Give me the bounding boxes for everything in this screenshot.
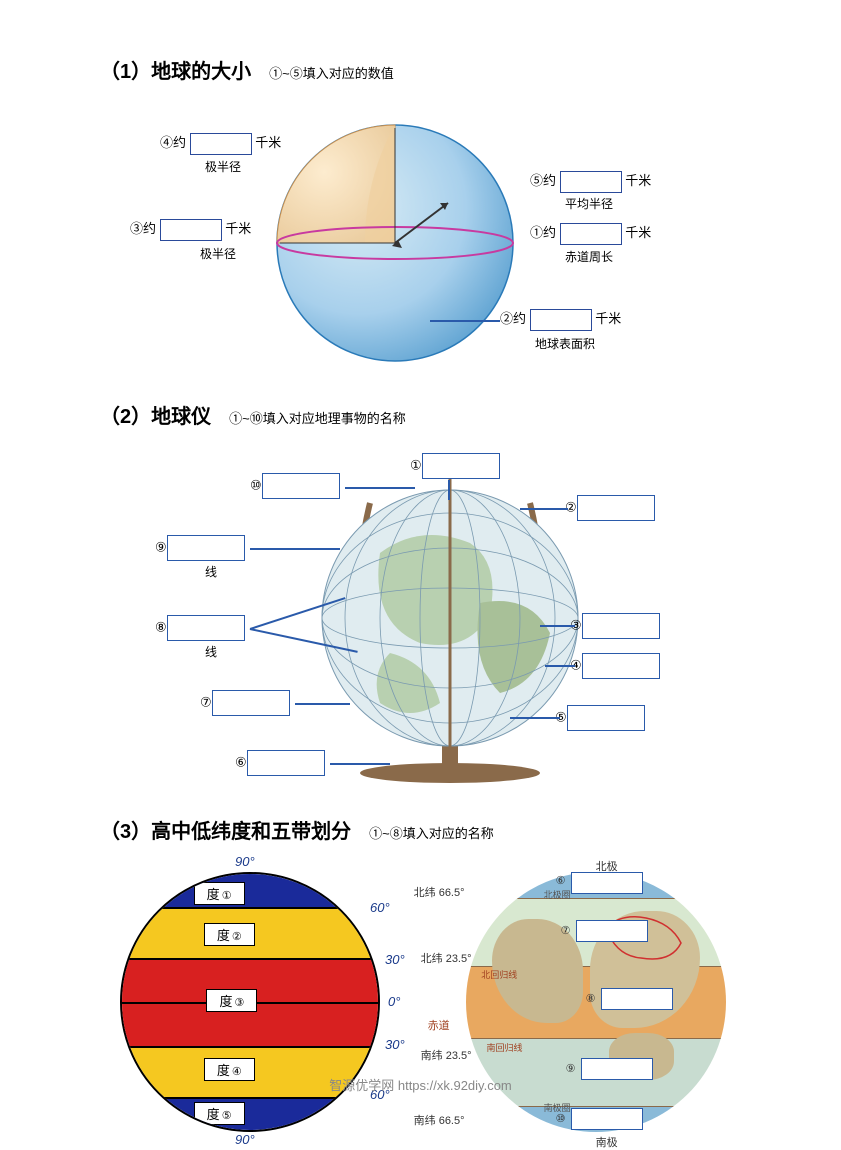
- zone-blank-10[interactable]: [571, 1108, 643, 1130]
- section3-body: 度① 度② 度③ 度④ 度⑤ 90° 60° 30° 0° 30° 60: [100, 862, 751, 1142]
- blank2-5[interactable]: [567, 705, 645, 731]
- blank-5[interactable]: [560, 171, 622, 193]
- cancer-deg: 北纬 23.5°: [421, 950, 472, 966]
- leader-2: [430, 320, 500, 322]
- zone-blank-8[interactable]: [601, 988, 673, 1010]
- deg-30b: 30°: [385, 1037, 405, 1052]
- arctic-circle-inner: 北极圈: [544, 888, 571, 901]
- band-high-s: [122, 1097, 378, 1130]
- band-label-3: 度③: [206, 989, 257, 1012]
- label-5-sub: 平均半径: [565, 195, 613, 212]
- marker-4: ④: [570, 653, 660, 679]
- south-pole-label: 南极: [596, 1134, 618, 1150]
- zone-num-6: ⑥: [556, 874, 566, 887]
- blank2-1[interactable]: [422, 453, 500, 479]
- globe1-svg: [270, 118, 520, 368]
- sec1-title-text: （1）地球的大小: [100, 55, 251, 84]
- label-1-sub: 赤道周长: [565, 248, 613, 265]
- cancer-inner: 北回归线: [481, 968, 517, 981]
- antarctic-deg: 南纬 66.5°: [414, 1112, 465, 1128]
- capricorn-deg: 南纬 23.5°: [421, 1047, 472, 1063]
- marker-7: ⑦: [200, 690, 290, 716]
- blank2-2[interactable]: [577, 495, 655, 521]
- label-4-sub: 极半径: [205, 158, 241, 175]
- blank-1[interactable]: [560, 223, 622, 245]
- capricorn-inner: 南回归线: [486, 1041, 522, 1054]
- sec2-instruction: ①~⑩填入对应地理事物的名称: [229, 408, 406, 427]
- label-4: ④约 千米: [160, 132, 281, 155]
- blank-3[interactable]: [160, 219, 222, 241]
- blank2-6[interactable]: [247, 750, 325, 776]
- zone-num-7: ⑦: [561, 924, 571, 937]
- blank2-10[interactable]: [262, 473, 340, 499]
- label-3: ③约 千米: [130, 218, 251, 241]
- section3-title: （3）高中低纬度和五带划分 ①~⑧填入对应的名称: [100, 815, 751, 844]
- marker-2: ②: [565, 495, 655, 521]
- marker-10: ⑩: [250, 473, 340, 499]
- deg-90b: 90°: [235, 1132, 255, 1147]
- blank2-9[interactable]: [167, 535, 245, 561]
- marker-8-suffix: 线: [205, 643, 217, 660]
- section2-diagram: ① ⑩ ② ⑨ 线 ⑧ 线 ③ ④ ⑦: [100, 435, 751, 815]
- sec2-title-text: （2）地球仪: [100, 400, 211, 429]
- deg-60t: 60°: [370, 900, 390, 915]
- blank2-7[interactable]: [212, 690, 290, 716]
- earth-size-globe: [270, 118, 520, 368]
- marker-5: ⑤: [555, 705, 645, 731]
- latitude-bands-diagram: 度① 度② 度③ 度④ 度⑤ 90° 60° 30° 0° 30° 60: [100, 862, 396, 1142]
- marker-3: ③: [570, 613, 660, 639]
- page-footer: 智源优学网 https://xk.92diy.com: [0, 1075, 841, 1094]
- band-high-n: [122, 874, 378, 907]
- zone-blank-6[interactable]: [571, 872, 643, 894]
- label-1: ①约 千米: [530, 222, 651, 245]
- sec3-title-text: （3）高中低纬度和五带划分: [100, 815, 351, 844]
- marker-1: ①: [410, 453, 500, 479]
- label-2: ②约 千米: [500, 308, 621, 331]
- zone-blank-7[interactable]: [576, 920, 648, 942]
- sec3-instruction: ①~⑧填入对应的名称: [369, 823, 494, 842]
- label-2-sub: 地球表面积: [535, 335, 595, 352]
- zone-num-10: ⑩: [556, 1112, 566, 1125]
- label-5: ⑤约 千米: [530, 170, 651, 193]
- deg-30t: 30°: [385, 952, 405, 967]
- section1-title: （1）地球的大小 ①~⑤填入对应的数值: [100, 55, 751, 84]
- sec1-instruction: ①~⑤填入对应的数值: [269, 63, 394, 82]
- blank2-8[interactable]: [167, 615, 245, 641]
- blank2-4[interactable]: [582, 653, 660, 679]
- blank2-3[interactable]: [582, 613, 660, 639]
- arctic-deg: 北纬 66.5°: [414, 884, 465, 900]
- band-label-2: 度②: [204, 923, 255, 946]
- band-label-1: 度①: [194, 882, 245, 905]
- band-label-5: 度⑤: [194, 1102, 245, 1125]
- blank-4[interactable]: [190, 133, 252, 155]
- marker-8: ⑧: [155, 615, 245, 641]
- deg-90t: 90°: [235, 854, 255, 869]
- deg-0: 0°: [388, 994, 400, 1009]
- section2-title: （2）地球仪 ①~⑩填入对应地理事物的名称: [100, 400, 751, 429]
- equator-lbl: 赤道: [428, 1017, 450, 1033]
- label-3-sub: 极半径: [200, 245, 236, 262]
- marker-9: ⑨: [155, 535, 245, 561]
- marker-6: ⑥: [235, 750, 325, 776]
- zone-num-9: ⑨: [566, 1062, 576, 1075]
- globe2-svg: [300, 453, 610, 793]
- marker-9-suffix: 线: [205, 563, 217, 580]
- section1-diagram: ④约 千米 极半径 ③约 千米 极半径 ⑤约 千米 平均半径 ①约 千米 赤道周…: [100, 90, 751, 390]
- zone-num-8: ⑧: [586, 992, 596, 1005]
- five-zones-diagram: 北极 北纬 66.5° 北纬 23.5° 赤道 南纬 23.5° 南纬 66.5…: [436, 862, 751, 1142]
- blank-2[interactable]: [530, 309, 592, 331]
